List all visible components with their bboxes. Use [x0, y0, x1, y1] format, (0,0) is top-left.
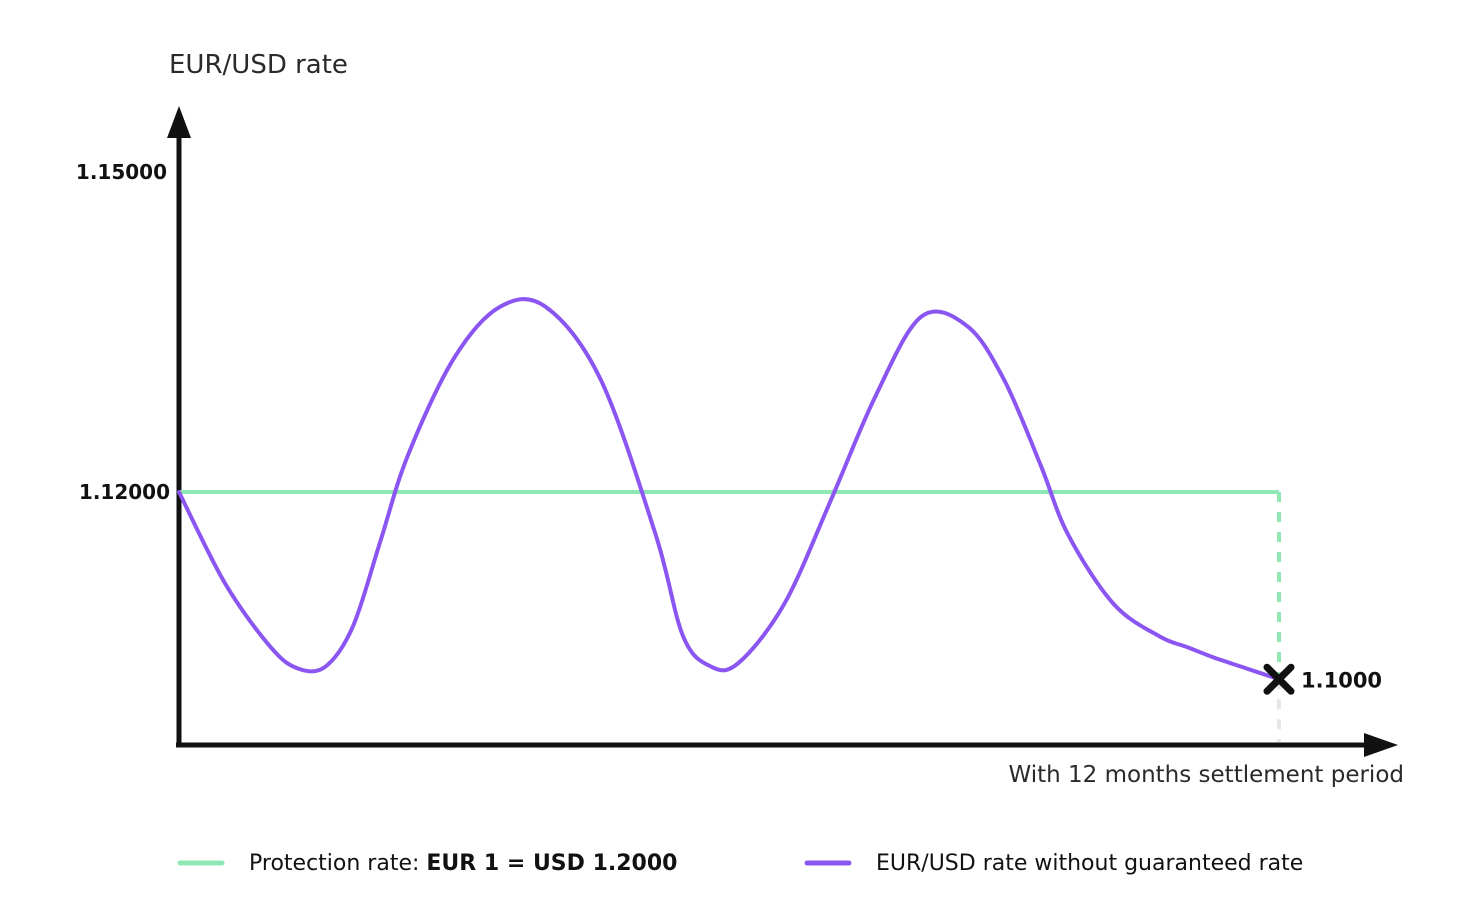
y-axis-arrow [167, 106, 191, 138]
close-x-icon [1263, 663, 1295, 695]
legend-market-label: EUR/USD rate without guaranteed rate [876, 851, 1303, 876]
legend-protection-prefix: Protection rate: [249, 851, 426, 876]
x-axis-arrow [1364, 733, 1398, 757]
y-tick-label-1-12000: 1.12000 [79, 480, 170, 504]
legend-protection-value: EUR 1 = USD 1.2000 [426, 851, 677, 876]
y-axis-title: EUR/USD rate [169, 50, 348, 80]
y-tick-label-1-15000: 1.15000 [76, 160, 167, 184]
legend-protection-label: Protection rate: EUR 1 = USD 1.2000 [249, 851, 677, 876]
x-axis-title: With 12 months settlement period [1009, 762, 1405, 788]
end-point-label: 1.1000 [1301, 668, 1382, 692]
market-rate-line [177, 297, 1281, 682]
